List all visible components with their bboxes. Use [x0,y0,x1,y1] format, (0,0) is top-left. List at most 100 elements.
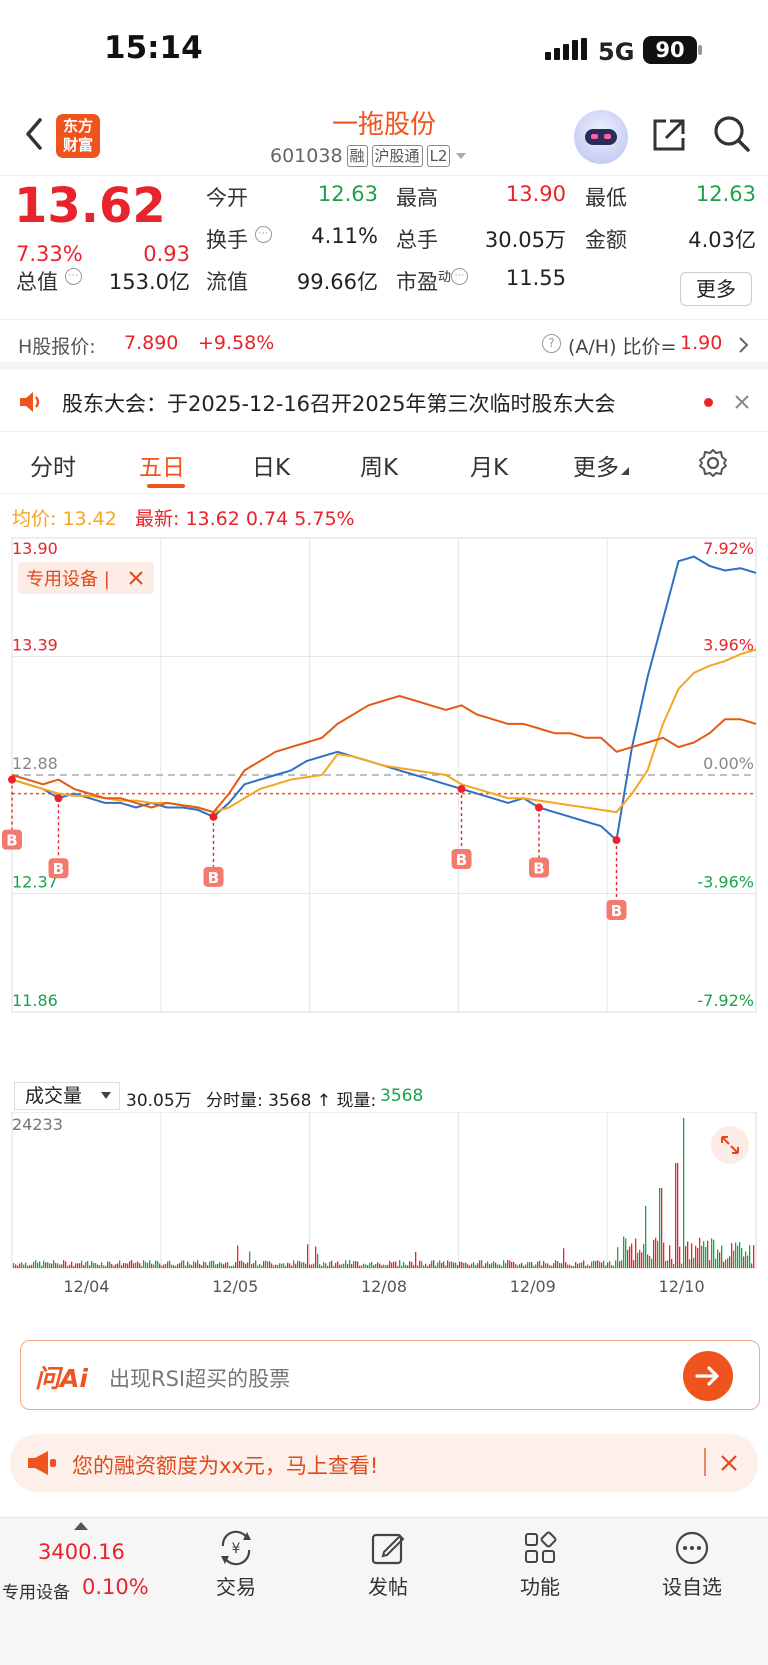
volume-bar [515,1263,517,1268]
tab-five-day[interactable]: 五日 [139,455,185,481]
volume-bar [493,1261,495,1268]
volume-bar [233,1265,235,1268]
volume-bar [689,1259,691,1268]
h-share-row[interactable]: H股报价: 7.890 +9.58% ? (A/H) 比价= 1.90 [0,320,768,370]
nav-functions[interactable]: 功能 [490,1530,590,1600]
logo-text-2: 财富 [62,136,93,154]
close-icon[interactable] [720,1454,738,1472]
ai-query-bar[interactable]: 问Ai 出现RSI超买的股票 [20,1340,760,1410]
y-tick-left: 13.39 [12,636,58,655]
volume-bar [249,1251,251,1268]
volume-bar [343,1263,345,1268]
volume-bar [387,1264,389,1268]
volume-bar [243,1262,245,1268]
nav-post[interactable]: 发帖 [338,1530,438,1600]
volume-bar [425,1263,427,1268]
info-icon[interactable]: ⋯ [451,268,469,285]
volume-bar [705,1246,707,1268]
volume-bar [367,1265,369,1268]
x-tick-label: 12/08 [361,1277,407,1296]
volume-bar [447,1260,449,1268]
volume-bar [101,1262,103,1268]
volume-bar [625,1238,627,1268]
signal-icon [545,38,587,60]
settings-gear-icon[interactable] [697,447,729,479]
volume-bar [449,1261,451,1268]
volume-bar [593,1260,595,1268]
stock-name[interactable]: 一拖股份 [331,110,436,140]
expand-icon-bg [711,1126,749,1164]
sector-tag-close-icon[interactable] [129,571,143,585]
help-icon[interactable]: ? [542,334,561,353]
nav-trade-label: 交易 [216,1575,256,1599]
open-label: 今开 [206,186,248,210]
more-dots-icon [675,1531,709,1565]
buy-marker-label: B [456,851,467,869]
ai-submit-button[interactable] [683,1351,733,1401]
info-icon[interactable]: ⋯ [64,268,82,285]
close-icon[interactable] [734,394,750,410]
tab-more[interactable]: 更多 [573,448,629,482]
volume-bar [641,1252,643,1268]
app-logo[interactable]: 东方 财富 [56,114,100,158]
volume-bar [317,1253,319,1268]
notice-bar[interactable]: 股东大会：于2025-12-16召开2025年第三次临时股东大会 [0,372,768,432]
volume-bar [679,1246,681,1268]
search-icon[interactable] [712,114,752,154]
volume-bar [677,1163,679,1268]
volume-bar [149,1260,151,1268]
volume-bar [27,1265,29,1268]
volume-bar [83,1265,85,1268]
more-button[interactable]: 更多 [680,272,752,306]
tab-intraday[interactable]: 分时 [30,455,76,481]
tab-monthly-k[interactable]: 月K [470,455,509,481]
y-tick-right: -3.96% [697,873,754,892]
volume-bar [413,1265,415,1268]
nav-trade[interactable]: ¥ 交易 [186,1530,286,1600]
promo-banner[interactable]: 您的融资额度为xx元，马上查看! [10,1434,758,1492]
volume-bar [173,1265,175,1268]
volume-bar [43,1260,45,1268]
high-value: 13.90 [505,182,566,206]
volume-bar [589,1265,591,1268]
y-tick-right: 0.00% [703,754,754,773]
volume-bar [225,1262,227,1268]
back-arrow-icon[interactable] [20,114,50,154]
volume-bar [519,1263,521,1268]
volume-bar [227,1262,229,1268]
expand-icon[interactable] [721,1136,739,1154]
volume-bar [487,1261,489,1268]
volume-bar [353,1261,355,1268]
volume-bar [381,1265,383,1268]
volume-bar [157,1261,159,1268]
pe-label-text: 市盈 [396,270,438,294]
quote-panel: 13.62 7.33% 0.93 今开 12.63 最高 13.90 最低 12… [0,176,768,320]
y-tick-left: 11.86 [12,991,58,1010]
stock-code-row[interactable]: 601038 融 沪股通 L2 [270,145,468,167]
volume-bar [411,1261,413,1268]
volume-bar [467,1264,469,1268]
sector-index-widget[interactable]: 3400.16 专用设备 0.10% [0,1518,160,1628]
tab-daily-k[interactable]: 日K [252,455,291,481]
volume-bar [391,1262,393,1268]
tab-weekly-k[interactable]: 周K [360,455,399,481]
nav-add-watchlist[interactable]: 设自选 [642,1530,742,1600]
five-day-price-chart[interactable]: 13.90 7.92% 13.39 3.96% 12.88 0.00% 12.37 -3.96… [0,536,768,1076]
volume-chart[interactable]: 24233 12/04 12/05 12/08 12/09 12/10 [0,1112,768,1302]
volume-bar [357,1261,359,1268]
ai-robot-avatar[interactable] [574,110,628,164]
share-icon[interactable] [650,116,688,154]
volume-bar [91,1261,93,1268]
info-icon[interactable]: ⋯ [254,226,272,243]
volume-total: 30.05万 [126,1091,192,1111]
volume-bar [461,1261,463,1268]
indicator-selector[interactable]: 成交量 [14,1082,120,1110]
volume-bar [31,1264,33,1268]
volume-bar [205,1262,207,1268]
dropdown-triangle-icon [456,153,467,159]
volume-bar [501,1265,503,1268]
latest-pct: 5.75% [294,508,355,530]
volume-bar [151,1263,153,1268]
volume-bar [563,1248,565,1268]
volume-bar [275,1264,277,1268]
